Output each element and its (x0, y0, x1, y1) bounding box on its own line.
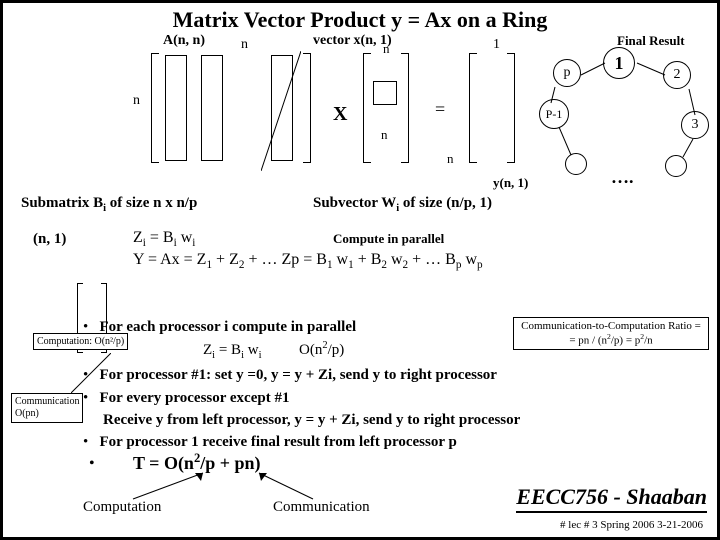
computation-Obox: Computation: O(n²/p) (33, 333, 128, 350)
ring-node-pminus: P-1 (539, 99, 569, 129)
footer-course: EECC756 - Shaaban (516, 484, 707, 513)
label-n-left: n (133, 93, 140, 109)
formula-Y: Y = Ax = Z1 + Z2 + … Zp = B1 w1 + B2 w2 … (133, 251, 483, 271)
label-n-belowX: n (381, 127, 388, 143)
bullet-2: • For processor #1: set y =0, y = y + Zi… (83, 365, 520, 385)
vecy-bracket-l (469, 53, 477, 163)
label-vector: vector x(n, 1) (313, 33, 392, 49)
ring-node-2: 2 (663, 61, 691, 89)
bullet-3: • For every processor except #1 (83, 388, 520, 408)
submatrix-b2 (201, 55, 223, 161)
vecx-bracket-r (401, 53, 409, 163)
label-n-top1: n (241, 37, 248, 53)
vecx-bracket-l (363, 53, 371, 163)
formula-T: T = O(n2/p + pn) (133, 451, 261, 474)
label-n-belowEq: n (447, 151, 454, 167)
ring-node-p: p (553, 59, 581, 87)
ring-node-1: 1 (603, 47, 635, 79)
bullet-1sub: Zi = Bi wi O(n2/p) (203, 339, 520, 363)
computation-label: Computation (83, 499, 161, 516)
submatrix-b3 (271, 55, 293, 161)
matrix-bracket-l (151, 53, 159, 163)
label-final: Final Result (617, 33, 685, 49)
bullet-1: • For each processor i compute in parall… (83, 317, 520, 337)
arrow-comm (253, 469, 333, 501)
equals-symbol: = (435, 99, 445, 120)
times-symbol: X (333, 103, 347, 126)
compute-parallel: Compute in parallel (333, 231, 444, 247)
footer-sub: # lec # 3 Spring 2006 3-21-2006 (560, 519, 703, 531)
bullet-3b: Receive y from left processor, y = y + Z… (103, 410, 520, 430)
bullet-4: • For processor 1 receive final result f… (83, 432, 520, 452)
matrix-bracket-r (303, 53, 311, 163)
communication-Obox: CommunicationO(pn) (11, 393, 83, 423)
subvector-box (373, 81, 397, 105)
bullet-T-dot: • (89, 455, 95, 473)
label-n-top2: n (383, 41, 390, 57)
vecy-bracket-r (507, 53, 515, 163)
ring-node-blank1 (565, 153, 587, 175)
label-one: 1 (493, 37, 500, 53)
ring-node-3: 3 (681, 111, 709, 139)
formula-zi: Zi = Bi wi (133, 229, 195, 249)
label-A: A(n, n) (163, 33, 205, 49)
ratio-box: Communication-to-Computation Ratio == pn… (513, 317, 709, 350)
label-n1: (n, 1) (33, 231, 66, 248)
communication-label: Communication (273, 499, 370, 516)
page-title: Matrix Vector Product y = Ax on a Ring (3, 7, 717, 33)
ring-dots: …. (611, 167, 634, 188)
subvector-caption: Subvector Wi of size (n/p, 1) (313, 195, 492, 214)
submatrix-caption: Submatrix Bi of size n x n/p (21, 195, 197, 214)
submatrix-b1 (165, 55, 187, 161)
ring-node-blank2 (665, 155, 687, 177)
label-y: y(n, 1) (493, 175, 528, 191)
bullet-list: • For each processor i compute in parall… (83, 317, 520, 454)
